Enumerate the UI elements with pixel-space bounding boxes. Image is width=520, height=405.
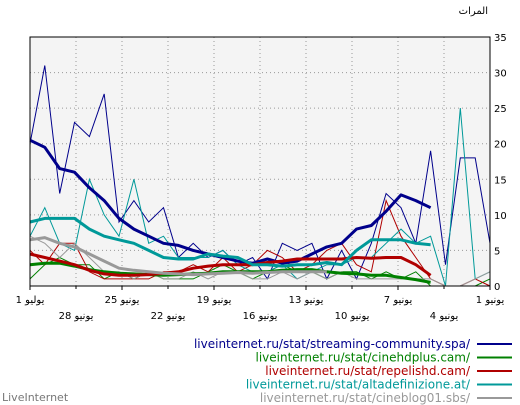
y-axis-label: المرات [459, 6, 488, 17]
y-tick-label: 5 [494, 246, 500, 257]
legend-entry-label: liveinternet.ru/stat/altadefinizione.at/ [246, 378, 471, 392]
x-tick-label-upper: 25 يونيو [105, 295, 140, 306]
legend-entry-label: liveinternet.ru/stat/cineblog01.sbs/ [260, 391, 471, 405]
smoothed-series-lines [29, 138, 432, 284]
y-tick-label: 20 [494, 140, 507, 151]
y-tick-label: 0 [494, 282, 500, 293]
x-tick-label-upper: 1 يونيو [476, 295, 505, 306]
x-tick-label-upper: 13 يونيو [289, 295, 324, 306]
y-axis-ticks: 0 5 10 15 20 25 30 35 [494, 33, 507, 293]
y-tick-label: 25 [494, 104, 507, 115]
legend: liveinternet.ru/stat/streaming-community… [194, 337, 512, 405]
x-tick-label-lower: 4 يونيو [430, 311, 459, 322]
smoothed-line-series-2 [29, 252, 432, 277]
y-tick-label: 35 [494, 33, 507, 44]
grid [30, 37, 490, 286]
smoothed-line-series-3 [29, 216, 431, 268]
x-tick-label-lower: 28 يونيو [59, 311, 94, 322]
legend-entry-label: liveinternet.ru/stat/repelishd.cam/ [265, 364, 471, 378]
x-tick-label-upper: 1 يوليو [16, 295, 45, 306]
footer-brand: LiveInternet [2, 391, 69, 404]
smoothed-line-series-4 [29, 236, 327, 277]
y-tick-label: 15 [494, 175, 507, 186]
x-axis-ticks: 1 يوليو 25 يونيو 19 يونيو 13 يونيو 7 يونيو 1 … [16, 286, 505, 322]
y-tick-label: 30 [494, 69, 507, 80]
legend-entry-label: liveinternet.ru/stat/streaming-community… [194, 337, 471, 351]
x-tick-label-upper: 7 يونيو [384, 295, 413, 306]
legend-entry-label: liveinternet.ru/stat/cinehdplus.cam/ [256, 351, 471, 365]
raw-line-series-0 [29, 65, 491, 281]
raw-line-series-2 [29, 198, 491, 287]
x-tick-label-lower: 10 يونيو [335, 311, 370, 322]
raw-line-series-1 [29, 256, 491, 287]
x-tick-label-upper: 19 يونيو [197, 295, 232, 306]
x-tick-label-lower: 22 يونيو [151, 311, 186, 322]
y-tick-label: 10 [494, 211, 507, 222]
smoothed-line-series-0 [29, 138, 432, 265]
x-tick-label-lower: 16 يونيو [243, 311, 278, 322]
